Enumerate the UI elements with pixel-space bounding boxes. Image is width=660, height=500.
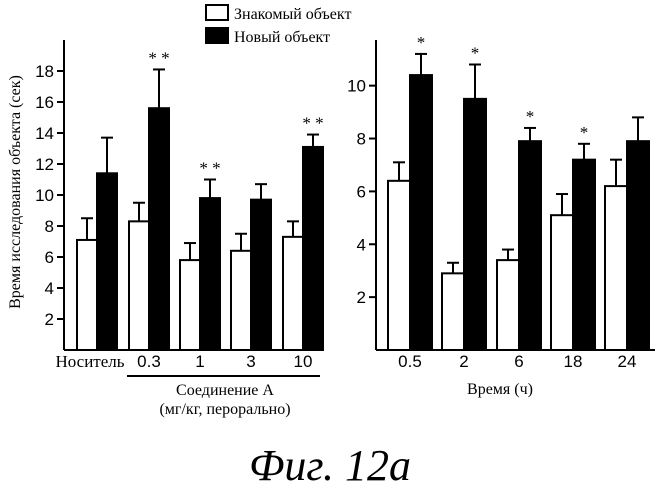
bar-familiar [497, 260, 519, 350]
figure-caption: Фиг. 12a [0, 440, 660, 491]
bar-familiar [388, 181, 410, 350]
x-tick-label: 6 [514, 352, 523, 371]
bar-familiar [129, 221, 149, 350]
y-tick-label: 18 [35, 62, 54, 81]
x-tick-label: 24 [618, 352, 637, 371]
y-tick-label: 4 [357, 235, 366, 254]
bar-novel [200, 198, 220, 350]
bar-familiar [180, 260, 200, 350]
y-tick-label: 10 [35, 186, 54, 205]
x-tick-label: 0.3 [137, 352, 161, 371]
bars-left: * * * * * * [77, 48, 324, 350]
bar-novel [251, 200, 271, 350]
legend-novel-label: Новый объект [234, 29, 330, 46]
bar-novel [464, 99, 486, 350]
legend-novel-swatch [206, 28, 228, 43]
y-tick-label: 2 [45, 310, 54, 329]
compound-group-label-line2: (мг/кг, перорально) [159, 401, 290, 418]
x-tick-label: 2 [459, 352, 468, 371]
x-tick-label: 3 [246, 352, 255, 371]
left-chart: Время исследования объекта (сек) 2 4 6 8 10 1… [7, 40, 324, 418]
compound-group-label-line1: Соединение А [176, 382, 274, 399]
bar-novel [519, 141, 541, 350]
right-chart: 246810 **** 0.5261824 Время (ч) [347, 33, 655, 398]
x-ticks-left: Носитель 0.3 1 3 10 [55, 352, 312, 371]
legend: Знакомый объект Новый объект [206, 5, 351, 46]
x-tick-label: 0.5 [398, 352, 422, 371]
bar-familiar [551, 215, 573, 350]
bar-novel [97, 173, 117, 350]
bar-familiar [77, 240, 97, 350]
significance-marker: * [417, 33, 426, 52]
x-tick-label: 1 [195, 352, 204, 371]
y-tick-label: 6 [45, 248, 54, 267]
x-ticks-right: 0.5 2 6 18 24 [398, 352, 636, 371]
y-ticks-right: 2 4 6 8 10 [347, 77, 376, 307]
bar-novel [627, 141, 649, 350]
legend-familiar-label: Знакомый объект [234, 6, 351, 23]
x-tick-label: Носитель [55, 352, 124, 371]
significance-marker: * [471, 44, 480, 63]
y-axis-label: Время исследования объекта (сек) [7, 75, 24, 309]
x-tick-label: 10 [294, 352, 313, 371]
bar-novel [149, 108, 169, 350]
y-tick-label: 14 [35, 124, 54, 143]
legend-familiar-swatch [206, 5, 228, 20]
y-tick-label: 12 [35, 155, 54, 174]
significance-marker: * * [148, 48, 169, 67]
bar-novel [303, 147, 323, 350]
x-tick-label: 18 [564, 352, 583, 371]
x-axis-label-right: Время (ч) [467, 381, 533, 398]
bar-novel [573, 160, 595, 350]
y-ticks-left: 2 4 6 8 10 12 14 16 18 [35, 62, 64, 329]
significance-marker: * [526, 107, 535, 126]
bar-novel [410, 75, 432, 350]
y-tick-label: 10 [347, 77, 366, 96]
y-tick-label: 8 [45, 217, 54, 236]
bar-familiar [231, 251, 251, 350]
y-tick-label: 2 [357, 288, 366, 307]
significance-marker: * [580, 123, 589, 142]
y-tick-label: 16 [35, 93, 54, 112]
bars-right: * * * * [388, 33, 649, 350]
y-tick-label: 6 [357, 182, 366, 201]
significance-marker: * * [302, 114, 323, 133]
y-tick-label: 4 [45, 279, 54, 298]
significance-marker: * * [199, 159, 220, 178]
bar-familiar [442, 273, 464, 350]
bar-familiar [605, 186, 627, 350]
bar-familiar [283, 237, 303, 350]
y-tick-label: 8 [357, 130, 366, 149]
